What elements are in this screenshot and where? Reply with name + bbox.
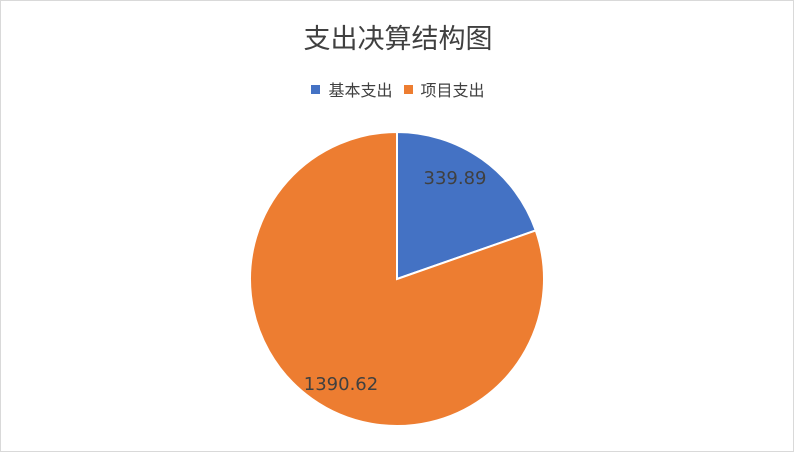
legend-label-project: 项目支出	[420, 81, 485, 100]
legend-swatch-basic	[311, 84, 321, 94]
legend: 基本支出 项目支出	[1, 77, 794, 101]
legend-label-basic: 基本支出	[328, 81, 393, 100]
legend-item-project: 项目支出	[403, 77, 485, 101]
pie-slice-1	[249, 130, 545, 427]
chart-title: 支出决算结构图	[303, 24, 493, 55]
data-label-1: 1390.62	[304, 374, 378, 395]
data-label-0: 339.89	[424, 168, 487, 189]
legend-item-basic: 基本支出	[311, 77, 392, 101]
legend-swatch-project	[403, 84, 413, 94]
